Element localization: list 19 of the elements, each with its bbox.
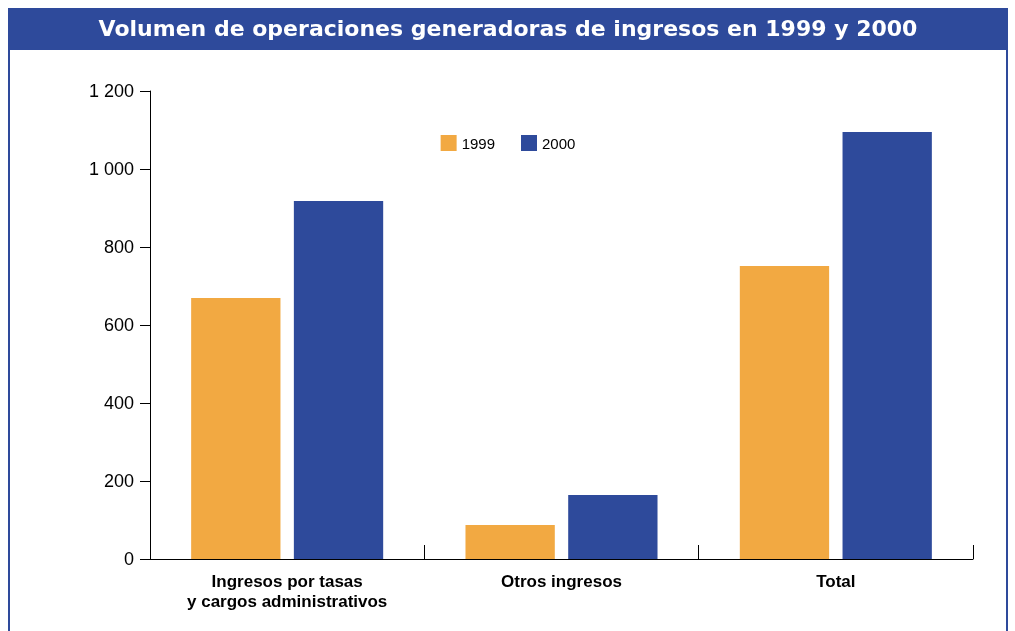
bar <box>293 200 384 559</box>
y-tick-label: 400 <box>103 393 134 413</box>
y-tick-label: 600 <box>103 315 134 335</box>
bar <box>465 525 555 559</box>
x-tick-label: Otros ingresos <box>501 571 622 591</box>
y-tick-label: 200 <box>103 471 134 491</box>
y-tick-label: 800 <box>103 237 134 257</box>
y-tick-label: 1 200 <box>88 81 134 101</box>
bar <box>739 266 830 559</box>
y-tick-label: 0 <box>123 549 134 569</box>
bar <box>191 298 281 559</box>
x-tick-label: Total <box>816 571 856 591</box>
bar <box>842 131 932 559</box>
bar <box>568 495 658 559</box>
chart-title: Volumen de operaciones generadoras de ingresos en 1999 y 2000 <box>8 8 1008 50</box>
y-tick-label: 1 000 <box>88 159 134 179</box>
legend-label: 2000 <box>542 134 576 152</box>
legend-label: 1999 <box>461 134 496 152</box>
x-tick-label: Ingresos por tasas y cargos administrativos <box>187 571 388 611</box>
